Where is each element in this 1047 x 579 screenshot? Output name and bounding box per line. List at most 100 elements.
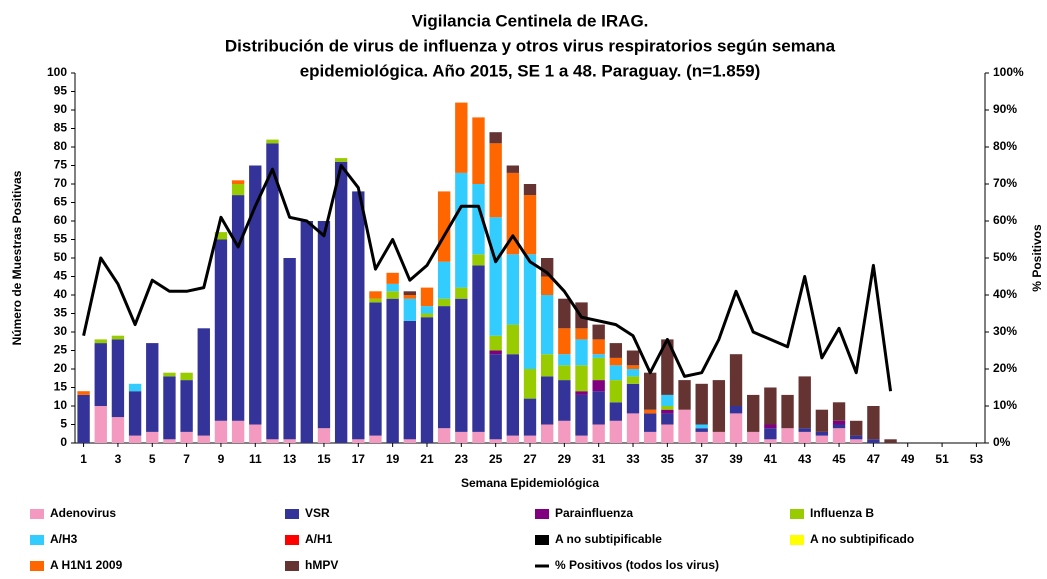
bar-segment <box>523 195 537 255</box>
bar-segment <box>369 291 382 299</box>
bar-segment <box>661 424 674 443</box>
y2-tick-label: 70% <box>993 176 1017 190</box>
bar-segment <box>214 239 228 421</box>
bar-segment <box>832 424 846 429</box>
x-tick-label: 13 <box>283 452 297 466</box>
bar-segment <box>266 439 279 443</box>
bar-segment <box>678 409 691 443</box>
line <box>82 164 893 392</box>
bar-segment <box>128 391 142 436</box>
bar-segment <box>764 439 777 443</box>
legend-swatch <box>30 535 44 545</box>
legend-label: % Positivos (todos los virus) <box>555 558 719 572</box>
bar-segment <box>644 409 657 414</box>
bar-segment <box>506 172 520 255</box>
bar-segment <box>386 291 399 299</box>
bar-segment <box>369 298 382 303</box>
bar-segment <box>540 354 554 377</box>
bar-segment <box>558 365 571 381</box>
y-tick-label: 85 <box>54 121 68 135</box>
y-tick-label: 20 <box>54 361 68 375</box>
bar-segment <box>592 354 605 358</box>
bar-segment <box>747 394 760 432</box>
bar-segment <box>489 439 502 443</box>
bar-segment <box>832 402 846 421</box>
bar-segment <box>420 313 434 318</box>
x-tick-label: 37 <box>695 452 709 466</box>
y-tick-label: 30 <box>54 324 68 338</box>
bar-segment <box>77 391 90 395</box>
bar-segment <box>231 195 245 421</box>
y-tick-label: 55 <box>54 232 68 246</box>
legend-swatch <box>535 509 549 519</box>
bar-segment <box>94 406 107 443</box>
x-tick-label: 23 <box>455 452 469 466</box>
bar-segment <box>455 172 468 288</box>
bar-segment <box>146 343 159 432</box>
y-tick-label: 10 <box>54 398 68 412</box>
y-tick-label: 5 <box>60 417 67 431</box>
x-tick-label: 25 <box>489 452 503 466</box>
y-tick-label: 25 <box>54 343 68 357</box>
bar-segment <box>695 428 708 432</box>
bar-segment <box>489 354 502 440</box>
bar-segment <box>575 391 588 395</box>
chart-title: epidemiológica. Año 2015, SE 1 a 48. Par… <box>300 61 761 80</box>
x-tick-label: 1 <box>80 452 87 466</box>
y2-tick-label: 10% <box>993 398 1017 412</box>
bar-segment <box>661 409 674 414</box>
x-tick-label: 47 <box>867 452 881 466</box>
y2-tick-label: 80% <box>993 139 1017 153</box>
bar-segment <box>163 376 176 440</box>
x-tick-label: 31 <box>592 452 606 466</box>
bar-segment <box>867 439 880 443</box>
bar-segment <box>626 369 640 377</box>
bar-segment <box>403 320 416 440</box>
bar-segment <box>437 298 451 307</box>
bar-segment <box>472 265 485 432</box>
bar-segment <box>884 439 897 443</box>
bar-segment <box>403 439 416 443</box>
bar-segment <box>489 350 502 355</box>
y-tick-label: 15 <box>54 380 68 394</box>
bar-segment <box>592 324 605 340</box>
bar-segment <box>489 217 502 336</box>
bar-segment <box>214 420 228 443</box>
y2-tick-label: 60% <box>993 213 1017 227</box>
bar-segment <box>506 254 520 325</box>
bar-segment <box>575 328 588 340</box>
bar-segment <box>523 184 537 196</box>
bar-segment <box>695 383 708 425</box>
bar-segment <box>592 380 605 392</box>
y-tick-label: 65 <box>54 195 68 209</box>
bar-segment <box>506 354 520 436</box>
chart-title: Vigilancia Centinela de IRAG. <box>412 11 649 30</box>
bar-segment <box>249 424 262 443</box>
bar-segment <box>832 428 846 443</box>
x-tick-label: 49 <box>901 452 915 466</box>
bar-segment <box>163 439 176 443</box>
bar-segment <box>798 376 811 429</box>
bar-segment <box>180 380 193 432</box>
bar-segment <box>729 406 743 414</box>
chart-title: Distribución de virus de influenza y otr… <box>225 36 836 55</box>
bar-segment <box>644 413 657 432</box>
x-axis-label: Semana Epidemiológica <box>461 476 599 490</box>
bar-segment <box>489 335 502 351</box>
bar-segment <box>781 428 794 443</box>
bar-segment <box>352 191 365 440</box>
bar-segment <box>403 291 416 295</box>
bar-segment <box>283 439 296 443</box>
legend-label: Influenza B <box>810 506 874 520</box>
bar-segment <box>214 232 228 240</box>
bar-segment <box>420 287 434 307</box>
bar-segment <box>369 302 382 436</box>
y-tick-label: 50 <box>54 250 68 264</box>
bar-segment <box>764 428 777 440</box>
bar-segment <box>300 221 313 443</box>
x-tick-label: 45 <box>832 452 846 466</box>
bar-segment <box>180 372 193 381</box>
x-tick-label: 51 <box>935 452 949 466</box>
bar-segment <box>455 102 468 173</box>
